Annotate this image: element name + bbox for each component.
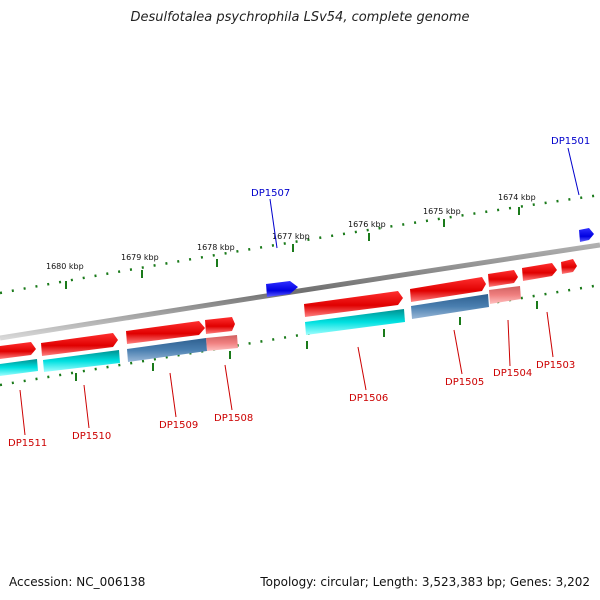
gene-DP1504-arrow[interactable]	[488, 270, 518, 287]
upper-major-ticks	[65, 207, 520, 289]
gene-DP1506-arrow[interactable]	[304, 291, 403, 317]
scale-label-1680: 1680 kbp	[46, 262, 84, 271]
lower-major-ticks	[75, 301, 538, 381]
gene-label-DP1504[interactable]: DP1504	[493, 368, 532, 379]
cds-DP1505[interactable]	[411, 294, 489, 319]
genome-summary: Topology: circular; Length: 3,523,383 bp…	[260, 575, 590, 589]
scale-label-1675: 1675 kbp	[423, 207, 461, 216]
accession-label: Accession: NC_006138	[9, 575, 146, 589]
scale-label-1679: 1679 kbp	[121, 253, 159, 262]
gene-label-DP1508[interactable]: DP1508	[214, 413, 253, 424]
scale-label-1674: 1674 kbp	[498, 193, 536, 202]
map-title: Desulfotalea psychrophila LSv54, complet…	[130, 10, 470, 25]
gene-DP1503b-arrow[interactable]	[522, 263, 557, 281]
connector-DP1509	[169, 372, 177, 418]
connector-DP1507	[269, 198, 278, 249]
gene-label-DP1503[interactable]: DP1503	[536, 360, 575, 371]
connector-DP1503	[546, 311, 554, 358]
gene-DP1501-arrow[interactable]	[579, 228, 594, 242]
gene-DP1510-arrow[interactable]	[41, 333, 118, 356]
cds-DP1508[interactable]	[206, 335, 238, 351]
gene-DP1505-arrow[interactable]	[410, 277, 486, 302]
connector-DP1506	[357, 346, 367, 391]
gene-DP1503-arrow[interactable]	[561, 259, 577, 274]
cds-DP1504[interactable]	[489, 286, 521, 304]
gene-label-DP1507[interactable]: DP1507	[251, 188, 290, 199]
scale-label-1676: 1676 kbp	[348, 220, 386, 229]
cds-track	[0, 286, 521, 376]
forward-genes	[0, 259, 577, 359]
gene-label-DP1509[interactable]: DP1509	[159, 420, 198, 431]
scale-label-1678: 1678 kbp	[197, 243, 235, 252]
lower-scale-track	[0, 283, 600, 387]
gene-DP1507-arrow[interactable]	[266, 281, 298, 297]
cds-DP1506[interactable]	[305, 309, 405, 335]
connector-DP1505	[453, 329, 463, 375]
gene-label-DP1506[interactable]: DP1506	[349, 393, 388, 404]
scale-label-1677: 1677 kbp	[272, 232, 310, 241]
gene-DP1508-arrow[interactable]	[205, 317, 235, 334]
connector-DP1511	[19, 389, 26, 436]
cds-DP1511[interactable]	[0, 359, 38, 376]
connector-DP1508	[224, 364, 233, 411]
connector-DP1501	[567, 147, 580, 196]
gene-label-DP1510[interactable]: DP1510	[72, 431, 111, 442]
connector-DP1504	[507, 319, 511, 367]
gene-DP1509-arrow[interactable]	[126, 321, 205, 344]
gene-label-DP1501[interactable]: DP1501	[551, 136, 590, 147]
cds-DP1510[interactable]	[43, 350, 120, 372]
upper-scale-track	[0, 193, 600, 295]
gene-DP1511-arrow[interactable]	[0, 342, 36, 359]
genome-backbone	[0, 242, 600, 341]
cds-DP1509[interactable]	[127, 338, 207, 362]
gene-label-DP1511[interactable]: DP1511	[8, 438, 47, 449]
connector-DP1510	[83, 384, 90, 429]
gene-label-DP1505[interactable]: DP1505	[445, 377, 484, 388]
